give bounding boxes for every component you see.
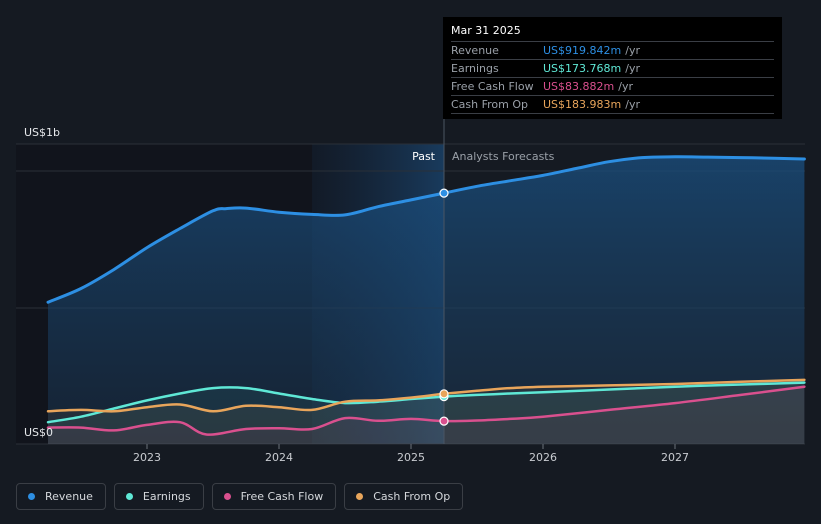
tooltip: Mar 31 2025 Revenue US$919.842m /yr Earn… (443, 17, 782, 119)
line-earnings (46, 381, 806, 424)
tooltip-value: US$83.882m (543, 80, 615, 93)
legend-dot-icon (125, 493, 133, 500)
area-earnings (48, 382, 805, 444)
legend-item-cash-from-op[interactable]: Cash From Op (344, 483, 464, 510)
area-revenue (48, 156, 805, 444)
x-tick-label: 2026 (529, 451, 557, 464)
legend-label: Cash From Op (373, 490, 451, 503)
tooltip-unit: /yr (618, 80, 633, 93)
legend: Revenue Earnings Free Cash Flow Cash Fro… (16, 483, 464, 510)
tooltip-row-cash-from-op: Cash From Op US$183.983m /yr (451, 95, 774, 114)
legend-label: Revenue (45, 490, 93, 503)
tooltip-row-earnings: Earnings US$173.768m /yr (451, 59, 774, 77)
legend-item-free-cash-flow[interactable]: Free Cash Flow (211, 483, 337, 510)
x-tick-label: 2023 (133, 451, 161, 464)
tooltip-unit: /yr (625, 44, 640, 57)
tooltip-label: Cash From Op (451, 98, 529, 111)
tooltip-value: US$173.768m (543, 62, 622, 75)
marker-revenue (439, 188, 449, 198)
legend-dot-icon (223, 493, 231, 500)
tooltip-unit: /yr (625, 98, 640, 111)
tooltip-label: Earnings (451, 62, 499, 75)
past-label: Past (412, 150, 436, 163)
marker-free-cash-flow (439, 416, 449, 426)
tooltip-row-revenue: Revenue US$919.842m /yr (451, 41, 774, 59)
x-tick-label: 2027 (661, 451, 689, 464)
tooltip-unit: /yr (625, 62, 640, 75)
forecast-label: Analysts Forecasts (452, 150, 555, 163)
line-revenue (46, 155, 806, 304)
legend-dot-icon (28, 493, 35, 500)
tooltip-label: Revenue (451, 44, 499, 57)
line-cash-from-op (46, 378, 806, 413)
legend-label: Free Cash Flow (240, 490, 324, 503)
tooltip-date: Mar 31 2025 (451, 24, 521, 37)
legend-item-revenue[interactable]: Revenue (16, 483, 106, 510)
tooltip-label: Free Cash Flow (451, 80, 534, 93)
area-free-cash-flow (48, 386, 805, 444)
tooltip-value: US$919.842m (543, 44, 622, 57)
legend-item-earnings[interactable]: Earnings (113, 483, 204, 510)
tooltip-value: US$183.983m (543, 98, 622, 111)
line-free-cash-flow (46, 385, 806, 436)
x-tick-label: 2025 (397, 451, 425, 464)
legend-dot-icon (356, 493, 364, 500)
area-cash-from-op (48, 379, 805, 444)
y-top-label: US$1b (24, 126, 60, 139)
tooltip-row-free-cash-flow: Free Cash Flow US$83.882m /yr (451, 77, 774, 95)
y-bottom-label: US$0 (24, 426, 53, 439)
legend-label: Earnings (142, 490, 191, 503)
x-tick-label: 2024 (265, 451, 293, 464)
marker-cash-from-op (439, 389, 449, 399)
